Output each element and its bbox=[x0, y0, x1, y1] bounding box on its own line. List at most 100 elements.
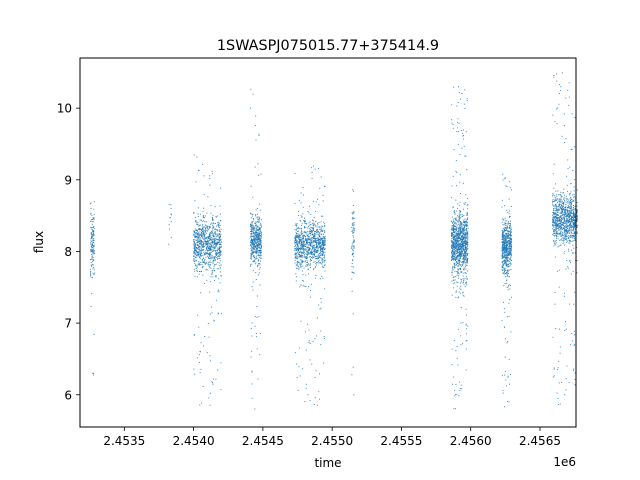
data-point bbox=[562, 222, 564, 224]
data-point bbox=[294, 352, 296, 354]
data-point bbox=[250, 244, 252, 246]
data-point bbox=[92, 273, 94, 275]
data-point bbox=[309, 249, 311, 251]
data-point bbox=[193, 251, 195, 253]
data-point bbox=[207, 247, 209, 249]
data-point bbox=[452, 283, 454, 285]
data-point bbox=[504, 406, 506, 408]
data-point bbox=[564, 210, 566, 212]
data-point bbox=[210, 257, 212, 259]
data-point bbox=[552, 173, 554, 175]
data-point bbox=[218, 248, 220, 250]
data-point bbox=[455, 260, 457, 262]
data-point bbox=[573, 190, 575, 192]
data-point bbox=[320, 244, 322, 246]
data-point bbox=[209, 255, 211, 257]
data-point bbox=[299, 375, 301, 377]
data-point bbox=[570, 219, 572, 221]
data-point bbox=[305, 245, 307, 247]
data-point bbox=[510, 269, 512, 271]
data-point bbox=[570, 201, 572, 203]
data-point bbox=[456, 238, 458, 240]
data-point bbox=[459, 219, 461, 221]
data-point bbox=[576, 215, 578, 217]
data-point bbox=[458, 249, 460, 251]
data-point bbox=[193, 260, 195, 262]
data-point bbox=[464, 233, 466, 235]
data-point bbox=[258, 253, 260, 255]
data-point bbox=[297, 236, 299, 238]
data-point bbox=[197, 264, 199, 266]
data-point bbox=[558, 286, 560, 288]
data-point bbox=[307, 253, 308, 255]
data-point bbox=[353, 217, 355, 219]
data-point bbox=[210, 242, 212, 244]
data-point bbox=[456, 261, 458, 263]
data-point bbox=[552, 223, 554, 225]
data-point bbox=[304, 220, 306, 222]
data-point bbox=[298, 210, 300, 212]
data-point bbox=[508, 243, 510, 245]
data-point bbox=[504, 177, 506, 179]
data-point bbox=[258, 239, 260, 241]
data-point bbox=[201, 230, 203, 232]
data-point bbox=[300, 263, 302, 265]
data-point bbox=[574, 116, 576, 118]
data-point bbox=[201, 243, 203, 245]
data-point bbox=[502, 256, 504, 258]
data-point bbox=[214, 232, 216, 234]
data-point bbox=[250, 250, 252, 252]
data-point bbox=[195, 245, 197, 247]
data-point bbox=[462, 294, 464, 296]
data-point bbox=[463, 208, 465, 210]
data-point bbox=[254, 256, 256, 258]
data-point bbox=[351, 271, 353, 273]
data-point bbox=[299, 253, 301, 255]
data-point bbox=[254, 241, 256, 243]
data-point bbox=[259, 247, 261, 249]
data-point bbox=[570, 206, 572, 208]
data-point bbox=[503, 301, 505, 303]
data-point bbox=[570, 236, 572, 238]
data-point bbox=[303, 248, 305, 250]
data-point bbox=[307, 241, 309, 243]
data-point bbox=[457, 228, 459, 230]
data-point bbox=[299, 239, 301, 241]
data-point bbox=[559, 212, 561, 214]
data-point bbox=[460, 239, 462, 241]
data-point bbox=[212, 382, 213, 384]
data-point bbox=[90, 227, 92, 229]
data-point bbox=[461, 147, 463, 149]
data-point bbox=[507, 376, 509, 378]
data-point bbox=[464, 244, 466, 246]
data-point bbox=[193, 231, 195, 233]
data-point bbox=[503, 228, 505, 230]
data-point bbox=[207, 237, 209, 239]
data-point bbox=[510, 284, 512, 286]
data-point bbox=[202, 226, 204, 228]
data-point bbox=[459, 254, 461, 256]
data-point bbox=[352, 242, 354, 244]
data-point bbox=[211, 270, 213, 272]
data-point bbox=[202, 241, 204, 243]
data-point bbox=[318, 253, 320, 255]
data-point bbox=[452, 266, 454, 268]
data-point bbox=[313, 216, 315, 218]
data-point bbox=[259, 203, 261, 205]
data-point bbox=[197, 236, 199, 238]
data-point bbox=[320, 237, 322, 239]
data-point bbox=[501, 261, 503, 263]
data-point bbox=[201, 219, 202, 221]
data-point bbox=[193, 260, 195, 262]
data-point bbox=[462, 263, 464, 265]
data-point bbox=[254, 166, 256, 168]
data-point bbox=[456, 243, 458, 245]
data-point bbox=[299, 247, 301, 249]
data-point bbox=[320, 230, 322, 232]
data-point bbox=[258, 268, 260, 270]
data-point bbox=[457, 233, 459, 235]
data-point bbox=[555, 212, 557, 214]
data-point bbox=[312, 256, 314, 258]
data-point bbox=[573, 303, 575, 305]
data-point bbox=[300, 248, 302, 250]
